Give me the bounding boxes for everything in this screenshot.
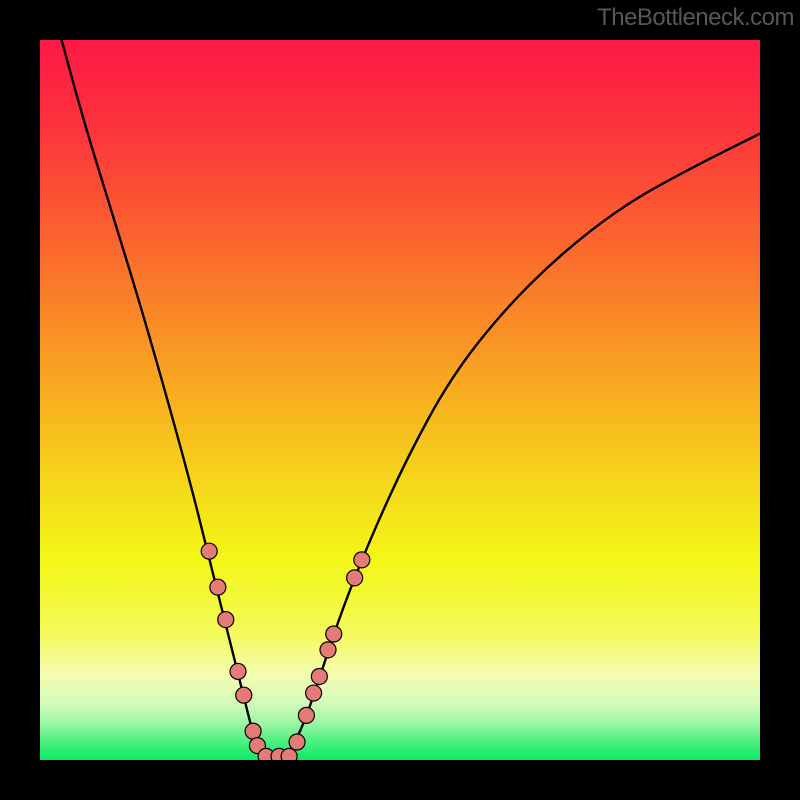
marker-point bbox=[218, 612, 234, 628]
marker-point bbox=[347, 570, 363, 586]
watermark-text: TheBottleneck.com bbox=[597, 0, 800, 32]
chart-background bbox=[40, 40, 760, 760]
marker-point bbox=[306, 685, 322, 701]
marker-point bbox=[298, 707, 314, 723]
marker-point bbox=[210, 579, 226, 595]
marker-point bbox=[230, 663, 246, 679]
chart-area bbox=[40, 40, 760, 760]
bottleneck-chart bbox=[40, 40, 760, 760]
marker-point bbox=[201, 543, 217, 559]
marker-point bbox=[311, 668, 327, 684]
marker-point bbox=[320, 642, 336, 658]
marker-point bbox=[245, 723, 261, 739]
marker-point bbox=[236, 687, 252, 703]
marker-point bbox=[289, 734, 305, 750]
marker-point bbox=[326, 626, 342, 642]
marker-point bbox=[354, 552, 370, 568]
